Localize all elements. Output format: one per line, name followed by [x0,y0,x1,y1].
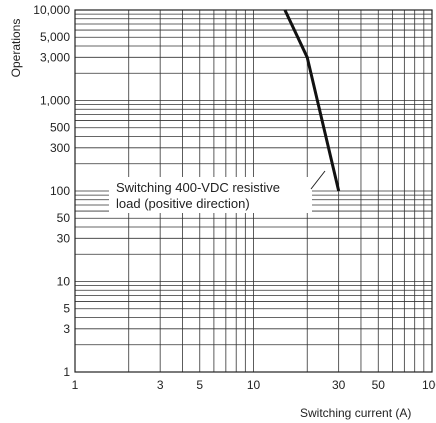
y-tick-label: 50 [57,211,71,225]
y-tick-label: 3,000 [40,50,70,64]
y-tick-label: 5 [63,302,70,316]
y-tick-label: 500 [50,121,70,135]
x-tick-label: 100 [422,378,436,392]
x-axis-label: Switching current (A) [300,406,411,420]
y-axis-label: Operations [9,19,23,78]
x-tick-label: 5 [196,378,203,392]
x-tick-labels: 1 3 5 10 30 50 100 [72,378,436,392]
y-tick-label: 1 [63,365,70,379]
y-tick-label: 10,000 [33,3,70,17]
x-tick-label: 3 [157,378,164,392]
annotation-line-2: load (positive direction) [116,196,250,211]
x-tick-label: 30 [332,378,346,392]
y-tick-label: 10 [57,275,71,289]
x-tick-label: 50 [372,378,386,392]
x-tick-label: 1 [72,378,79,392]
series-line [283,9,341,192]
x-tick-label: 10 [247,378,261,392]
annotation: Switching 400-VDC resistive load (positi… [109,170,326,213]
annotation-leader-line [310,170,326,190]
y-tick-label: 300 [50,141,70,155]
series-layer [283,9,341,192]
grid [75,10,432,372]
y-tick-label: 3 [63,322,70,336]
y-tick-label: 100 [50,184,70,198]
y-tick-labels: 10,000 5,000 3,000 1,000 500 300 100 50 30 10 5 3 1 [33,3,70,379]
plot-frame [74,9,433,373]
y-tick-label: 1,000 [40,94,70,108]
annotation-line-1: Switching 400-VDC resistive [116,180,280,195]
annotation-background [109,177,312,213]
y-tick-label: 30 [57,231,71,245]
y-tick-label: 5,000 [40,30,70,44]
